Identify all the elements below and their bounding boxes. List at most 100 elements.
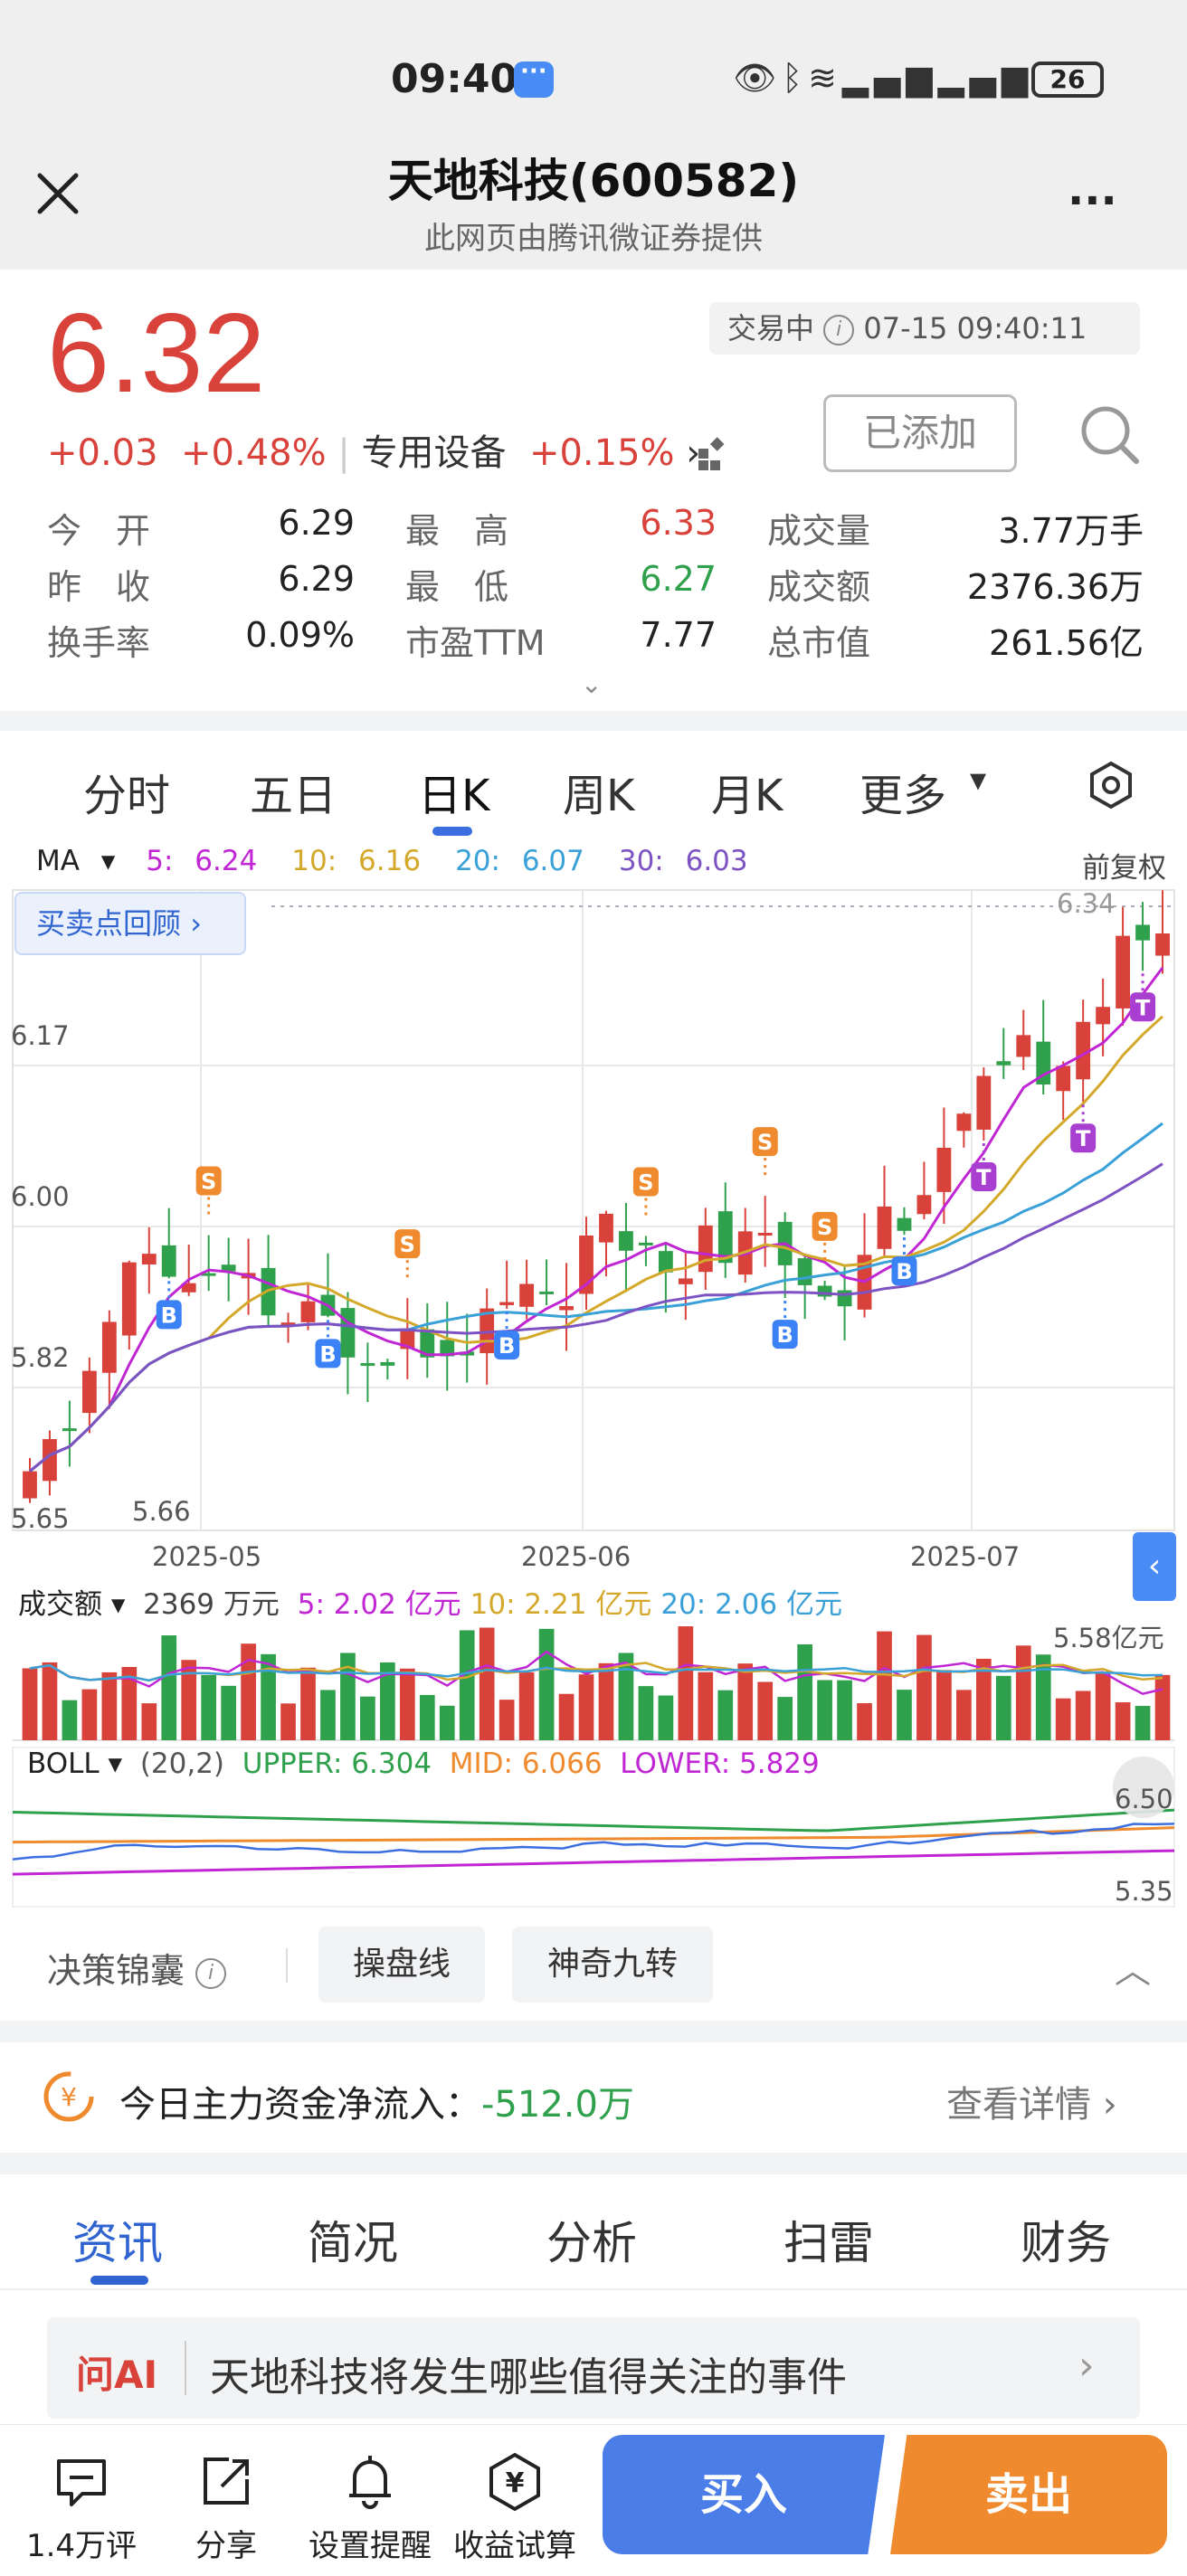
trade-marker-label: B [896,1259,912,1284]
more-icon[interactable]: ··· [1068,175,1117,226]
candle-body [717,1211,733,1264]
fund-flow-label: 今日主力资金净流入：-512.0万 [119,2084,634,2126]
stat-value: 261.56亿 [989,623,1144,663]
chevron-down-icon[interactable]: ⌄ [581,669,603,699]
volume-bar [956,1690,972,1740]
volume-bar [1095,1672,1111,1740]
trade-marker-label: S [638,1170,653,1196]
stat-label: 最 高 [405,511,509,551]
volume-bar [936,1670,952,1740]
sell-button[interactable]: 卖出 [890,2435,1167,2554]
volume-current: 2369 万元 [143,1588,280,1621]
boll-mid-line [12,1826,1175,1844]
trade-marker [971,1162,997,1192]
kline-tab[interactable]: 五日 [250,771,337,821]
search-icon[interactable] [1077,402,1142,467]
comments-button[interactable]: 1.4万评 [18,2425,145,2570]
close-icon[interactable] [33,168,83,219]
kline-tab[interactable]: 分时 [83,771,171,821]
share-button[interactable]: 分享 [163,2425,290,2570]
ma30-line [29,1162,1163,1473]
candle-body [280,1322,296,1326]
grid-icon[interactable] [697,436,733,472]
volume-bar [777,1697,793,1740]
chevron-left-icon[interactable]: ‹ [1133,1532,1176,1601]
ask-ai-box[interactable]: 问AI 天地科技将发生哪些值得关注的事件 › [47,2317,1140,2419]
chevron-right-icon: › [1078,2343,1095,2389]
volume-selector[interactable]: 成交额 ▾ [18,1588,126,1621]
ai-tag: 问AI [76,2353,158,2397]
fund-detail-link[interactable]: 查看详情 › [946,2084,1117,2126]
candle-body [916,1195,932,1215]
fund-flow-row[interactable]: ¥ 今日主力资金净流入：-512.0万 查看详情 › [0,2042,1187,2151]
stat-value: 6.33 [640,503,717,543]
stat-label: 总市值 [767,623,871,663]
trade-line-button[interactable]: 操盘线 [318,1927,485,2003]
candle-body [956,1113,972,1132]
candle-body [420,1329,435,1358]
settings-icon[interactable] [1086,760,1136,810]
volume-bar [221,1685,236,1740]
kline-chart[interactable]: S S S S S B B B B B T T T [0,843,1187,1910]
bell-icon [349,2456,391,2509]
date-axis-label: 2025-05 [152,1541,262,1572]
info-tab[interactable]: 财务 [1021,2217,1111,2269]
candle-body [757,1232,773,1236]
volume-bar [300,1667,316,1740]
candle-body [976,1075,992,1130]
chevron-up-icon[interactable]: ︿ [1115,1950,1151,1992]
profit-calc-button[interactable]: ¥ 收益试算 [447,2425,583,2570]
stat-label: 成交量 [767,511,871,551]
candle-body [23,1471,37,1499]
status-icons: 👁ᛒ≋▂▄▆▂▄▆ [733,58,1033,99]
candle-body [599,1213,613,1243]
chevron-right-icon[interactable]: › [686,432,701,474]
info-tab[interactable]: 扫雷 [783,2217,874,2269]
kline-tab[interactable]: 周K [563,771,635,821]
price-adjust-label[interactable]: 前复权 [1082,852,1166,885]
trade-review-button[interactable]: 买卖点回顾 › [14,892,246,955]
candle-body [181,1283,196,1293]
volume-ma20-line [29,1663,1163,1682]
volume-bar [360,1696,375,1740]
low-price-mark: 5.66 [132,1496,191,1527]
volume-bar [698,1672,714,1740]
info-icon[interactable]: i [195,1957,227,1989]
volume-bar [459,1630,475,1740]
candle-body [62,1428,77,1432]
candle-body [81,1370,97,1414]
volume-bar [181,1660,197,1740]
kline-tabs: 分时 五日 日K 周K 月K 更多 ▾ [0,731,1187,843]
candle-body [1116,935,1130,1009]
kline-tab[interactable]: 月K [711,771,783,821]
boll-price-line [12,1823,1175,1861]
candle-body [201,1273,216,1276]
dropdown-icon[interactable]: ▾ [970,762,987,799]
price-axis-label: 6.17 [11,1020,70,1051]
set-alert-button[interactable]: 设置提醒 [302,2425,438,2570]
watchlist-added-button[interactable]: 已添加 [823,394,1017,472]
buy-button[interactable]: 买入 [603,2435,885,2554]
info-tab[interactable]: 简况 [308,2217,398,2269]
volume-bar [62,1700,78,1740]
price-axis-label: 5.82 [11,1342,70,1373]
legend-item: 10: 2.21 亿元 [470,1588,652,1621]
info-icon[interactable]: i [823,315,855,346]
candle-body [1135,924,1150,941]
divider [185,2341,186,2395]
ma-selector[interactable]: MA ▾ [36,845,116,877]
info-tab[interactable]: 资讯 [72,2217,163,2269]
boll-mid: MID: 6.066 [449,1747,603,1780]
section-gap [0,2021,1187,2042]
kline-tab[interactable]: 日K [418,771,490,821]
kline-tab[interactable]: 更多 [859,771,947,821]
magic-nine-button[interactable]: 神奇九转 [512,1927,713,2003]
sector-name[interactable]: 专用设备 [361,432,507,474]
volume-bar [479,1627,495,1740]
decision-bag: 决策锦囊 i 操盘线 神奇九转 ︿ [0,1910,1187,2019]
boll-selector[interactable]: BOLL ▾ [27,1747,123,1780]
sector-change[interactable]: +0.15% [528,432,675,474]
info-tab[interactable]: 分析 [546,2217,637,2269]
stat-value: 6.29 [278,503,355,543]
volume-bar [1015,1645,1031,1740]
